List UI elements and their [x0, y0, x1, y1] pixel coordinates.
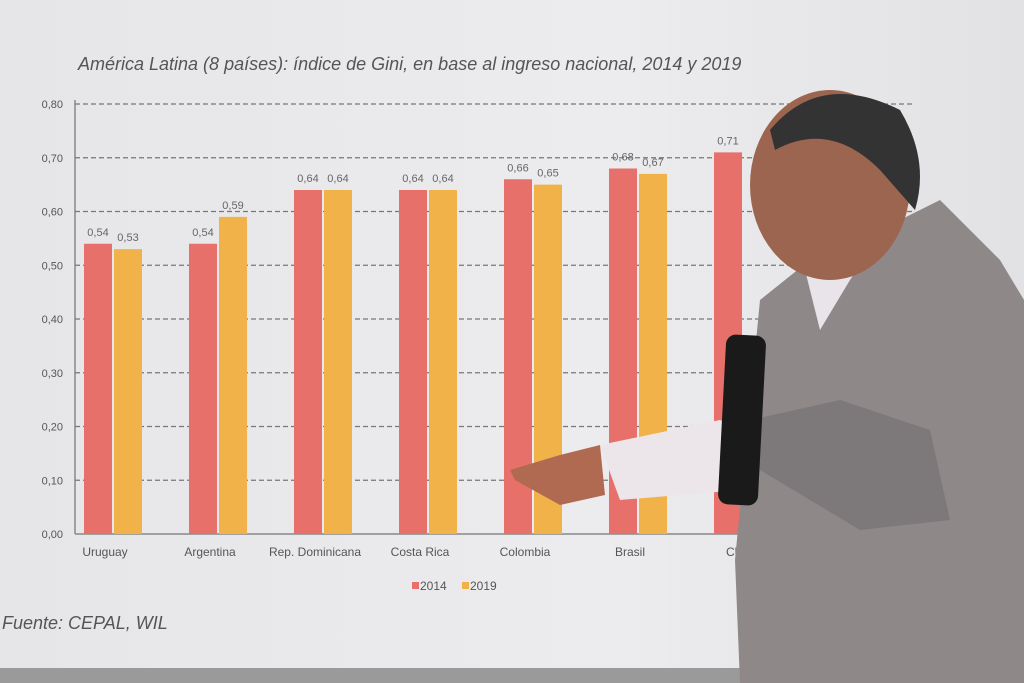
data-label: 0,66: [507, 162, 528, 174]
bar-2014: [714, 152, 742, 534]
bar-2019: [114, 249, 142, 534]
bar-2014: [504, 179, 532, 534]
legend-swatch-2019: [462, 582, 469, 589]
x-tick-label: Costa Rica: [391, 545, 450, 559]
bar-2014: [609, 168, 637, 534]
data-label: 0,65: [537, 168, 558, 180]
y-tick-label: 0,20: [42, 422, 63, 434]
y-tick-label: 0,70: [42, 153, 63, 165]
bar-2019: [429, 190, 457, 534]
y-tick-label: 0,40: [42, 314, 63, 326]
y-tick-label: 0,30: [42, 368, 63, 380]
legend-label: 2019: [470, 579, 497, 593]
y-tick-label: 0,60: [42, 207, 63, 219]
data-label: 0,53: [117, 232, 138, 244]
y-tick-label: 0,80: [42, 99, 63, 111]
data-label: 0,54: [87, 227, 108, 239]
bar-2019: [219, 216, 247, 534]
x-tick-label: Chi: [726, 545, 744, 559]
x-tick-label: Argentina: [184, 545, 236, 559]
chart-source: Fuente: CEPAL, WIL: [2, 613, 168, 633]
legend-label: 2014: [420, 579, 447, 593]
x-tick-label: Rep. Dominicana: [269, 545, 361, 559]
data-label: 0,68: [612, 152, 633, 164]
data-label: 0,67: [642, 157, 663, 169]
bar-2014: [84, 243, 112, 534]
data-label: 0,71: [717, 135, 738, 147]
legend-swatch-2014: [412, 582, 419, 589]
data-label: 0,64: [402, 173, 423, 185]
bar-2014: [189, 243, 217, 534]
chart-title: América Latina (8 países): índice de Gin…: [78, 54, 742, 74]
bar-2014: [399, 190, 427, 534]
bar-2014: [294, 190, 322, 534]
data-label: 0,64: [327, 173, 348, 185]
x-tick-label: Colombia: [500, 545, 551, 559]
data-label: 0,64: [432, 173, 453, 185]
y-tick-label: 0,10: [42, 475, 63, 487]
y-tick-label: 0,00: [42, 529, 63, 541]
bar-2019: [639, 173, 667, 534]
bar-2019: [534, 184, 562, 534]
bar-2019: [324, 190, 352, 534]
y-tick-label: 0,50: [42, 260, 63, 272]
data-label: 0,64: [297, 173, 318, 185]
data-label: 0,54: [192, 227, 213, 239]
x-tick-label: Brasil: [615, 545, 645, 559]
x-tick-label: Uruguay: [82, 545, 127, 559]
data-label: 0,59: [222, 200, 243, 212]
